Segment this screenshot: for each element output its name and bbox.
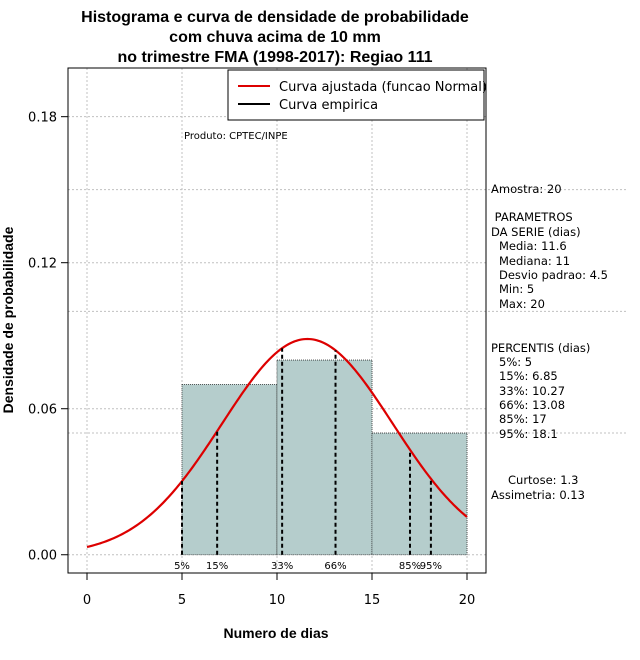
x-tick-label-0: 0 [83, 593, 91, 608]
percentile-label-33%: 33% [271, 561, 293, 572]
percentile-33: 33%: 10.27 [499, 384, 565, 398]
x-axis-label: Numero de dias [223, 625, 328, 641]
y-tick-label-2: 0.12 [28, 257, 57, 272]
params-title-1: PARAMETROS [491, 210, 573, 224]
stats-panel: Amostra: 20 PARAMETROS DA SERIE (dias) M… [491, 182, 608, 502]
chart-title-line-2: com chuva acima de 10 mm [169, 29, 381, 46]
percentile-5: 5%: 5 [499, 355, 532, 369]
x-tick-label-2: 10 [269, 593, 286, 608]
x-tick-label-3: 15 [364, 593, 381, 608]
y-tick-label-3: 0.18 [28, 111, 57, 126]
histogram-bar-0 [181, 383, 278, 556]
legend: Curva ajustada (funcao Normal) Curva emp… [227, 69, 487, 121]
percentile-85: 85%: 17 [499, 412, 547, 426]
y-tick-label-1: 0.06 [28, 403, 57, 418]
kurtosis: Curtose: 1.3 [508, 473, 578, 487]
percentile-label-66%: 66% [324, 561, 346, 572]
sample-size: Amostra: 20 [491, 182, 562, 196]
percentile-95: 95%: 18.1 [499, 427, 558, 441]
y-tick-label-0: 0.00 [28, 549, 57, 564]
legend-label-fitted: Curva ajustada (funcao Normal) [279, 80, 487, 95]
param-min: Min: 5 [499, 282, 534, 296]
x-tick-label-4: 20 [459, 593, 476, 608]
param-mean: Media: 11.6 [499, 239, 567, 253]
param-median: Mediana: 11 [499, 254, 570, 268]
normal-curve [86, 337, 468, 549]
chart-title-line-3: no trimestre FMA (1998-2017): Regiao 111 [117, 49, 432, 66]
skewness: Assimetria: 0.13 [491, 488, 585, 502]
percentile-label-85%: 85% [399, 561, 421, 572]
legend-box [227, 69, 485, 121]
param-max: Max: 20 [499, 297, 545, 311]
percentile-66: 66%: 13.08 [499, 398, 565, 412]
percentile-label-95%: 95% [420, 561, 442, 572]
percentile-label-5%: 5% [174, 561, 190, 572]
percentis-title: PERCENTIS (dias) [491, 341, 590, 355]
histogram-bar-1 [276, 359, 373, 556]
percentile-label-15%: 15% [206, 561, 228, 572]
y-axis-label: Densidade de probabilidade [0, 226, 16, 413]
histogram-bar-2 [371, 432, 468, 556]
x-tick-label-1: 5 [178, 593, 186, 608]
product-label: Produto: CPTEC/INPE [184, 131, 288, 142]
percentile-15: 15%: 6.85 [499, 369, 558, 383]
legend-label-empirical: Curva empirica [279, 98, 378, 113]
param-stddev: Desvio padrao: 4.5 [499, 268, 608, 282]
chart-title-line-1: Histograma e curva de densidade de proba… [81, 9, 469, 26]
plot-area: 5% 15% 33% 66% 85%95% 0 5 10 15 20 0.00 0.06 0.12 0.1… [28, 67, 628, 608]
params-title-2: DA SERIE (dias) [491, 225, 581, 239]
